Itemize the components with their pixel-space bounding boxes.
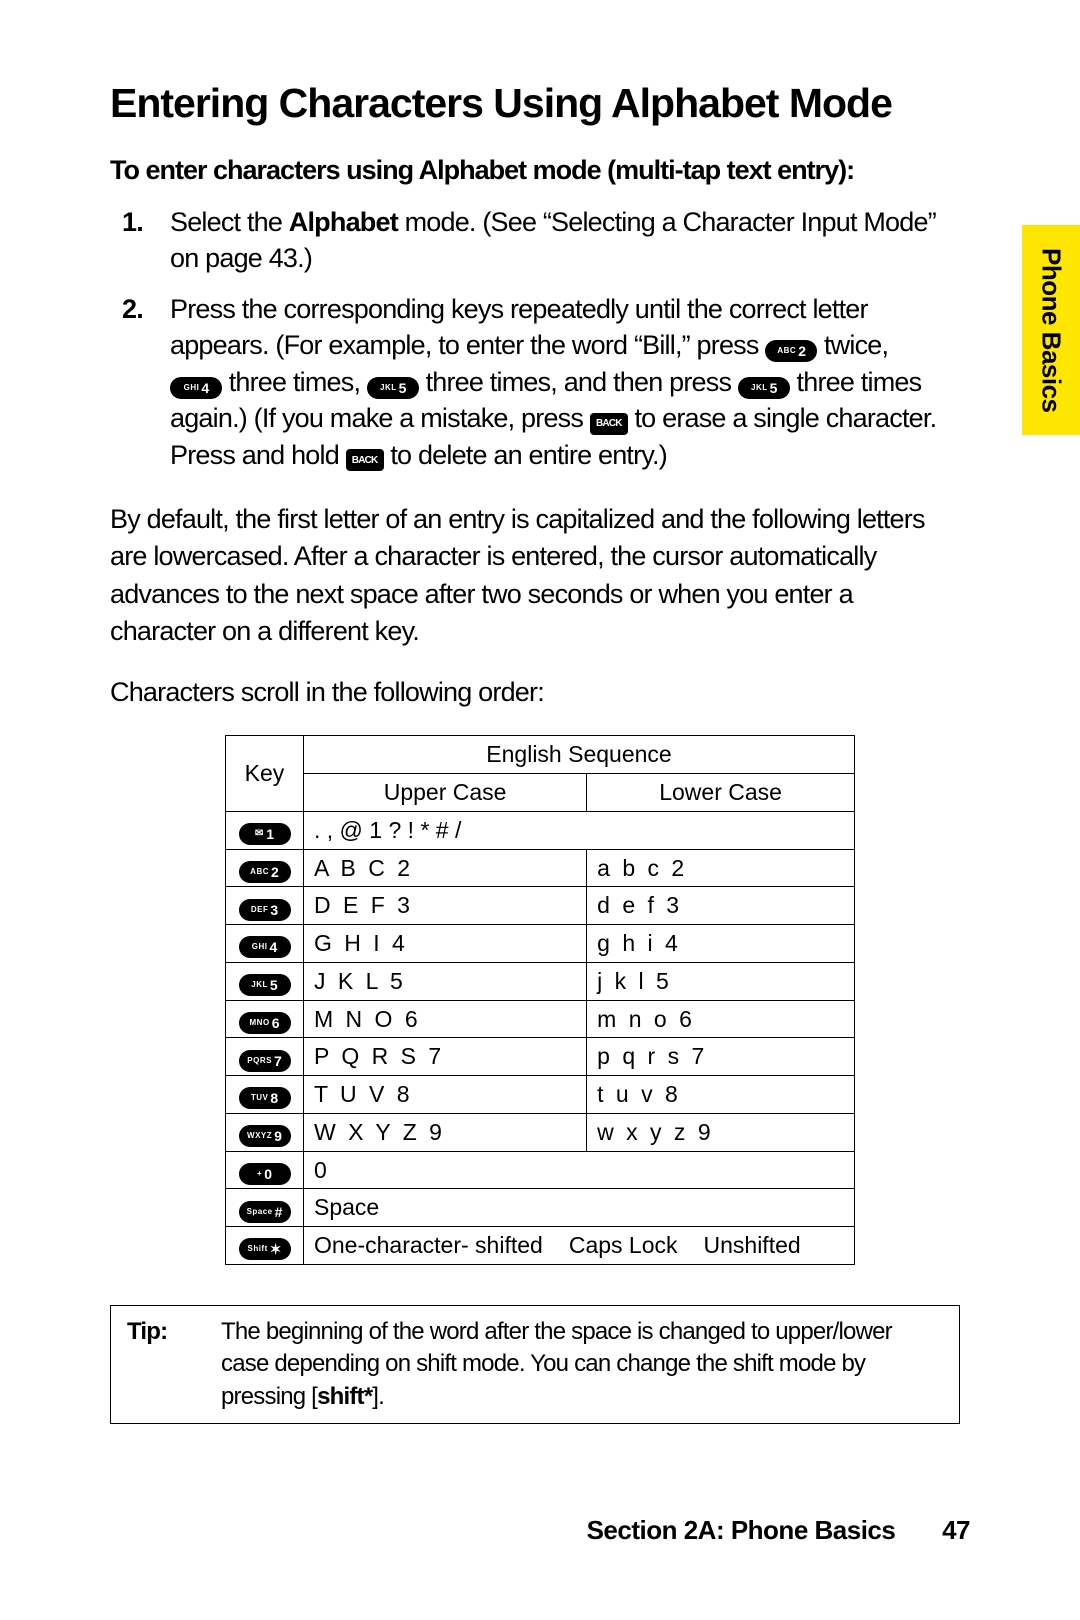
col-upper: Upper Case	[304, 774, 587, 812]
page-title: Entering Characters Using Alphabet Mode	[110, 80, 970, 127]
table-row: WXYZ9 W X Y Z 9w x y z 9	[226, 1113, 855, 1151]
key-cell: Shift✶	[226, 1227, 304, 1265]
key-cell: Space#	[226, 1189, 304, 1227]
upper-cell: J K L 5	[304, 962, 587, 1000]
table-row: MNO6 M N O 6m n o 6	[226, 1000, 855, 1038]
body-paragraph: By default, the first letter of an entry…	[110, 501, 970, 650]
step-number: 2.	[122, 291, 143, 327]
key-plus0-icon: +0	[239, 1163, 291, 1185]
key-ghi4-icon: GHI4	[170, 377, 222, 399]
upper-cell: P Q R S 7	[304, 1038, 587, 1076]
table-row: Shift✶ One-character- shiftedCaps LockUns…	[226, 1227, 855, 1265]
upper-cell: D E F 3	[304, 887, 587, 925]
key-cell: MNO6	[226, 1000, 304, 1038]
key-cell: TUV8	[226, 1076, 304, 1114]
sequence-cell: 0	[304, 1151, 855, 1189]
key-cell: DEF3	[226, 887, 304, 925]
upper-cell: G H I 4	[304, 925, 587, 963]
table-row: 1 . , @ 1 ? ! * # /	[226, 811, 855, 849]
upper-cell: W X Y Z 9	[304, 1113, 587, 1151]
lead-text: To enter characters using Alphabet mode …	[110, 155, 970, 186]
tip-text: The beginning of the word after the spac…	[221, 1306, 959, 1423]
table-row: PQRS7 P Q R S 7p q r s 7	[226, 1038, 855, 1076]
lower-cell: t u v 8	[587, 1076, 855, 1114]
footer-section: Section 2A: Phone Basics	[587, 1515, 896, 1545]
step-text: Select the Alphabet mode. (See “Selectin…	[170, 207, 936, 273]
lower-cell: d e f 3	[587, 887, 855, 925]
table-row: TUV8 T U V 8t u v 8	[226, 1076, 855, 1114]
lower-cell: w x y z 9	[587, 1113, 855, 1151]
key-jkl5-icon: JKL5	[367, 377, 419, 399]
key-abc2-icon: ABC2	[239, 861, 291, 883]
page-footer: Section 2A: Phone Basics 47	[587, 1515, 970, 1546]
lower-cell: a b c 2	[587, 849, 855, 887]
key-pqrs7-icon: PQRS7	[239, 1050, 291, 1072]
table-row: +0 0	[226, 1151, 855, 1189]
key-def3-icon: DEF3	[239, 899, 291, 921]
tip-label: Tip:	[111, 1306, 221, 1423]
steps-list: 1. Select the Alphabet mode. (See “Selec…	[110, 204, 970, 473]
col-lower: Lower Case	[587, 774, 855, 812]
col-key: Key	[226, 736, 304, 812]
manual-page: Phone Basics Entering Characters Using A…	[0, 0, 1080, 1620]
step-text: Press the corresponding keys repeatedly …	[170, 294, 936, 470]
upper-cell: A B C 2	[304, 849, 587, 887]
key-cell: PQRS7	[226, 1038, 304, 1076]
key-space-icon: Space#	[239, 1201, 291, 1223]
step-1: 1. Select the Alphabet mode. (See “Selec…	[170, 204, 970, 277]
key-wxyz9-icon: WXYZ9	[239, 1125, 291, 1147]
table-row: GHI4 G H I 4g h i 4	[226, 925, 855, 963]
key-cell: ABC2	[226, 849, 304, 887]
lower-cell: p q r s 7	[587, 1038, 855, 1076]
sequence-cell: One-character- shiftedCaps LockUnshifted	[304, 1227, 855, 1265]
key-back-icon: BACK	[346, 449, 384, 471]
key-tuv8-icon: TUV8	[239, 1087, 291, 1109]
table-row: DEF3 D E F 3d e f 3	[226, 887, 855, 925]
key-back-icon: BACK	[590, 413, 628, 435]
step-number: 1.	[122, 204, 143, 240]
footer-page: 47	[942, 1515, 970, 1545]
lower-cell: g h i 4	[587, 925, 855, 963]
key-mail1-icon: 1	[239, 823, 291, 845]
upper-cell: M N O 6	[304, 1000, 587, 1038]
key-cell: +0	[226, 1151, 304, 1189]
table-row: Space# Space	[226, 1189, 855, 1227]
sequence-cell: Space	[304, 1189, 855, 1227]
key-jkl5-icon: JKL5	[239, 974, 291, 996]
body-paragraph: Characters scroll in the following order…	[110, 674, 970, 711]
tip-box: Tip: The beginning of the word after the…	[110, 1305, 960, 1424]
table-row: JKL5 J K L 5j k l 5	[226, 962, 855, 1000]
upper-cell: T U V 8	[304, 1076, 587, 1114]
lower-cell: j k l 5	[587, 962, 855, 1000]
key-jkl5-icon: JKL5	[738, 377, 790, 399]
section-tab-label: Phone Basics	[1036, 248, 1067, 413]
key-shift-icon: Shift✶	[239, 1238, 291, 1260]
key-cell: 1	[226, 811, 304, 849]
col-english: English Sequence	[304, 736, 855, 774]
key-ghi4-icon: GHI4	[239, 936, 291, 958]
sequence-cell: . , @ 1 ? ! * # /	[304, 811, 855, 849]
table-row: ABC2 A B C 2a b c 2	[226, 849, 855, 887]
key-mno6-icon: MNO6	[239, 1012, 291, 1034]
key-cell: GHI4	[226, 925, 304, 963]
key-cell: JKL5	[226, 962, 304, 1000]
section-tab: Phone Basics	[1022, 225, 1080, 435]
lower-cell: m n o 6	[587, 1000, 855, 1038]
character-table: Key English Sequence Upper Case Lower Ca…	[225, 735, 855, 1265]
key-cell: WXYZ9	[226, 1113, 304, 1151]
key-abc2-icon: ABC2	[765, 340, 817, 362]
step-2: 2. Press the corresponding keys repeated…	[170, 291, 970, 473]
